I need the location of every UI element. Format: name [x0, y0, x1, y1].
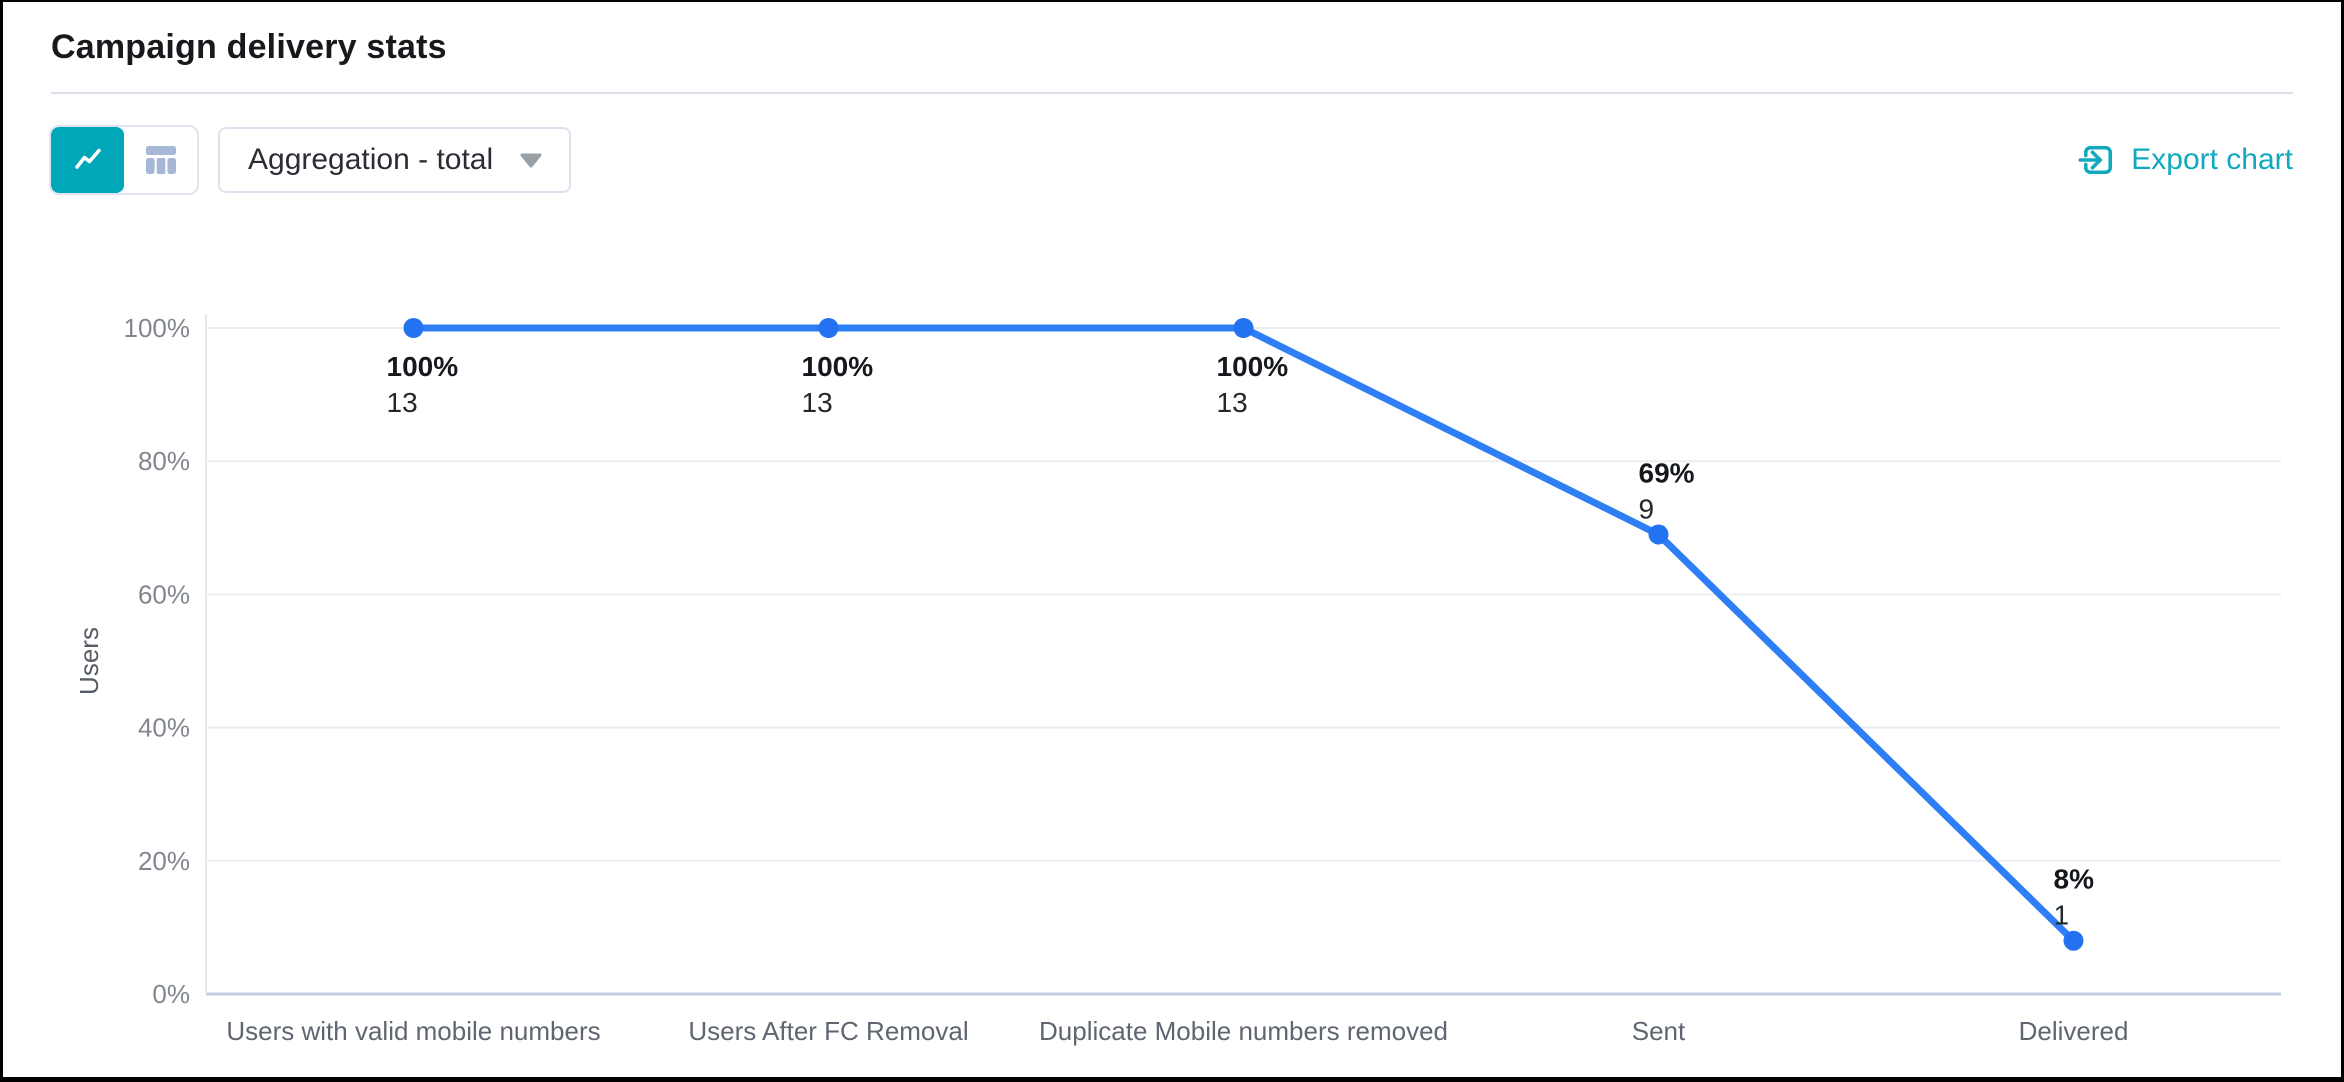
x-axis-category-label: Delivered	[2019, 1016, 2129, 1046]
export-icon	[2078, 146, 2113, 174]
y-axis-tick-label: 0%	[152, 979, 190, 1009]
y-axis-tick-label: 20%	[138, 846, 190, 876]
chart-canvas: 0% 20% 40% 60% 80% 100% Users Users with valid …	[74, 313, 2281, 1046]
line-chart-icon	[74, 148, 101, 169]
aggregation-dropdown[interactable]: Aggregation - total	[218, 127, 572, 193]
export-chart-label: Export chart	[2131, 143, 2293, 176]
point-count-label: 13	[802, 387, 833, 418]
point-percent-label: 100%	[387, 351, 459, 382]
line-chart-view-button[interactable]	[51, 127, 124, 193]
y-axis-tick-label: 60%	[138, 579, 190, 609]
point-count-label: 13	[1217, 387, 1248, 418]
point-count-label: 1	[2054, 900, 2070, 931]
point-percent-label: 100%	[1217, 351, 1289, 382]
point-percent-label: 69%	[1639, 457, 1695, 488]
x-axis-category-label: Users with valid mobile numbers	[226, 1016, 600, 1046]
x-axis-category-label: Sent	[1632, 1016, 1686, 1046]
y-axis-tick-label: 40%	[138, 713, 190, 743]
y-axis-title: Users	[74, 627, 104, 695]
data-point-dot[interactable]	[1648, 524, 1669, 545]
x-axis-category-label: Users After FC Removal	[688, 1016, 968, 1046]
point-count-label: 13	[387, 387, 418, 418]
panel-header: Campaign delivery stats	[3, 2, 2341, 94]
point-percent-label: 100%	[802, 351, 874, 382]
table-icon	[145, 146, 176, 174]
series-line	[410, 324, 2077, 945]
toolbar-left-group: Aggregation - total	[49, 125, 572, 195]
data-point-dot[interactable]	[1233, 318, 1254, 338]
data-point-dot[interactable]	[2063, 930, 2084, 951]
aggregation-dropdown-value: Aggregation - total	[248, 143, 494, 176]
y-axis-tick-label: 80%	[138, 446, 190, 476]
header-divider	[51, 92, 2293, 94]
data-point-dot[interactable]	[403, 318, 424, 338]
chevron-down-icon	[520, 153, 542, 167]
x-axis-category-label: Duplicate Mobile numbers removed	[1039, 1016, 1448, 1046]
chart-view-toggle	[49, 125, 199, 195]
chart-toolbar: Aggregation - total Export chart	[49, 125, 2293, 195]
point-count-label: 9	[1639, 493, 1655, 524]
page-title: Campaign delivery stats	[51, 28, 447, 66]
data-point-dot[interactable]	[818, 318, 839, 338]
y-axis-tick-label: 100%	[124, 313, 191, 343]
point-percent-label: 8%	[2054, 864, 2095, 895]
table-view-button[interactable]	[124, 127, 197, 193]
export-chart-link[interactable]: Export chart	[2078, 140, 2293, 180]
